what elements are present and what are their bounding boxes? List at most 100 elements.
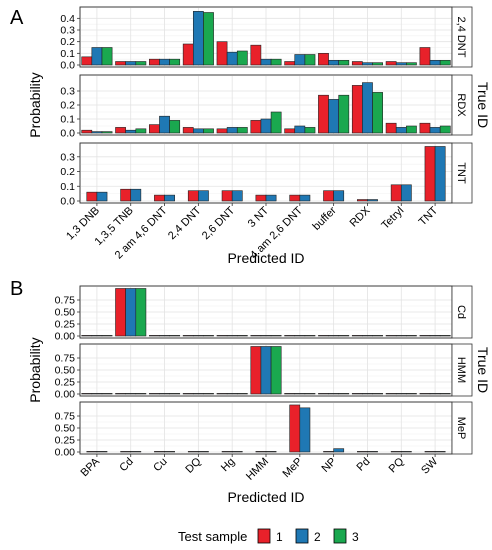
bar [216,335,228,337]
bar [270,335,282,337]
facet-cd: 0.000.250.500.75 Cd [55,285,473,343]
bar [159,58,170,66]
bar [419,335,431,337]
y-tick-label: 0.00 [55,389,76,401]
bar [86,451,98,453]
facet-hmm: 0.000.250.500.75 HMM [55,343,473,401]
facet-strip [451,343,473,397]
bar [357,451,368,453]
bar [169,120,181,134]
bar [406,62,417,66]
bar [81,335,93,337]
y-tick-label: 0.3 [60,25,75,37]
bar [135,61,147,66]
bar [115,393,126,395]
bar [299,194,311,202]
y-tick-label: 0.00 [55,447,76,459]
bar [125,393,137,395]
bar [362,82,373,134]
bar [400,184,412,202]
bar [149,335,160,337]
bar [250,335,262,337]
bar [216,41,228,66]
y-tick-label: 0.4 [60,13,75,25]
y-axis-title: Probability [27,337,43,402]
bar [169,393,181,395]
bar [429,60,441,66]
facet-mep: 0.000.250.500.75 MeP [55,401,473,459]
y-tick-label: 0.2 [60,100,75,112]
bar [255,451,267,453]
bar [351,335,363,337]
bar [304,127,316,134]
x-tick-label: Cu [151,456,169,474]
y-tick-label: 0.50 [55,365,76,377]
bar [192,393,204,395]
facet-strip [451,142,473,204]
bar [299,407,311,453]
y-tick-label: 0.75 [55,295,76,307]
bar [265,451,277,453]
y-tick-label: 0.25 [55,377,76,389]
bar [226,393,238,395]
bar [439,335,451,337]
bar [182,335,194,337]
bar [159,335,170,337]
x-tick-label: Pd [355,456,373,474]
y-tick-label: 0.3 [60,151,75,163]
legend-label-2: 2 [314,530,321,544]
bar [328,393,340,395]
bar [294,54,306,66]
bar [429,393,441,395]
x-tick-label: SW [419,455,440,476]
bar [198,451,209,453]
legend-key-2 [295,528,309,544]
bar [169,58,181,66]
bar [260,58,272,66]
bar [351,393,363,395]
facet-strip-label: Cd [455,305,467,319]
facet-strip [451,74,473,136]
bar [154,194,165,202]
bar [182,43,194,66]
bar [304,335,316,337]
bar [81,129,93,134]
legend-key-1 [257,528,271,544]
bar [328,60,340,66]
y-tick-label: 0.3 [60,86,75,98]
y-tick-label: 0.75 [55,411,76,423]
bar [198,190,209,202]
bar [231,190,243,202]
bar [372,92,383,134]
x-tick-label: TNT [417,204,441,228]
bar [203,12,214,66]
bar [424,146,436,202]
bar [323,451,334,453]
bar [328,99,340,134]
bar [338,60,350,66]
bar [429,127,441,134]
legend-title: Test sample [178,529,247,544]
bar [424,451,436,453]
bar [333,448,345,453]
x-tick-label: Cd [117,456,135,474]
bar [120,451,132,453]
bar [182,393,194,395]
legend-label-3: 3 [352,530,359,544]
bar [372,335,383,337]
bar [385,393,397,395]
y-tick-label: 0.0 [60,60,75,72]
facet-strip-label: 2,4 DNT [455,17,467,58]
bar [216,393,228,395]
bar [130,188,142,202]
bar [164,194,175,202]
bar [203,128,214,134]
x-tick-label: BPA [79,455,103,479]
bar [226,335,238,337]
x-tick-label: buffer [311,204,339,232]
bar [86,191,98,202]
panel-label: A [10,7,24,29]
bar [284,61,296,66]
bar [159,393,170,395]
